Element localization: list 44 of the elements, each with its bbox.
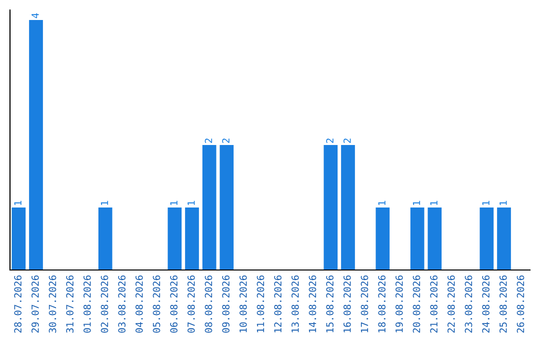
x-tick-label: 28.07.2026 (14, 275, 22, 333)
data-label: 4 (32, 13, 39, 18)
data-label: 1 (378, 200, 386, 205)
x-tick-label: 24.08.2026 (482, 275, 490, 333)
x-tick-label: 31.07.2026 (66, 275, 74, 333)
x-tick-label: 09.08.2026 (222, 275, 230, 333)
x-tick-label: 12.08.2026 (274, 275, 282, 332)
x-tick-label: 22.08.2026 (447, 275, 455, 333)
data-label: 1 (188, 200, 195, 205)
x-tick-label: 02.08.2026 (100, 275, 108, 333)
x-tick-label: 30.07.2026 (48, 275, 56, 333)
x-tick-label: 29.07.2026 (31, 275, 39, 333)
x-tick-label: 19.08.2026 (395, 275, 403, 332)
data-label: 1 (500, 200, 507, 205)
data-label: 1 (482, 200, 490, 205)
x-tick-label: 11.08.2026 (256, 275, 264, 332)
data-label: 1 (430, 200, 438, 205)
x-tick-label: 03.08.2026 (118, 275, 126, 333)
data-label: 2 (326, 138, 334, 143)
x-tick-label: 18.08.2026 (378, 275, 386, 332)
x-tick-label: 15.08.2026 (326, 275, 334, 332)
x-tick-label: 13.08.2026 (291, 275, 299, 332)
x-tick-label: 05.08.2026 (152, 275, 160, 333)
x-tick-label: 20.08.2026 (412, 275, 420, 333)
x-tick-label: 17.08.2026 (360, 275, 368, 332)
x-tick-label: 08.08.2026 (204, 275, 212, 333)
x-tick-label: 25.08.2026 (499, 275, 507, 333)
x-tick-label: 10.08.2026 (239, 275, 247, 332)
x-tick-label: 06.08.2026 (170, 275, 178, 333)
x-tick-label: 23.08.2026 (464, 275, 472, 333)
data-label: 2 (222, 138, 230, 143)
x-tick-label: 14.08.2026 (308, 275, 316, 332)
x-tick-label: 21.08.2026 (430, 275, 438, 333)
x-tick-label: 26.08.2026 (516, 275, 524, 333)
data-label: 2 (204, 138, 212, 143)
data-label: 2 (343, 138, 351, 143)
data-label: 1 (100, 200, 108, 205)
x-tick-label: 07.08.2026 (187, 275, 195, 333)
x-tick-label: 01.08.2026 (83, 275, 91, 333)
data-label: 1 (14, 200, 22, 205)
data-label: 1 (170, 200, 178, 205)
x-tick-label: 04.08.2026 (135, 275, 143, 333)
x-tick-label: 16.08.2026 (343, 275, 351, 332)
data-label: 1 (412, 200, 420, 205)
